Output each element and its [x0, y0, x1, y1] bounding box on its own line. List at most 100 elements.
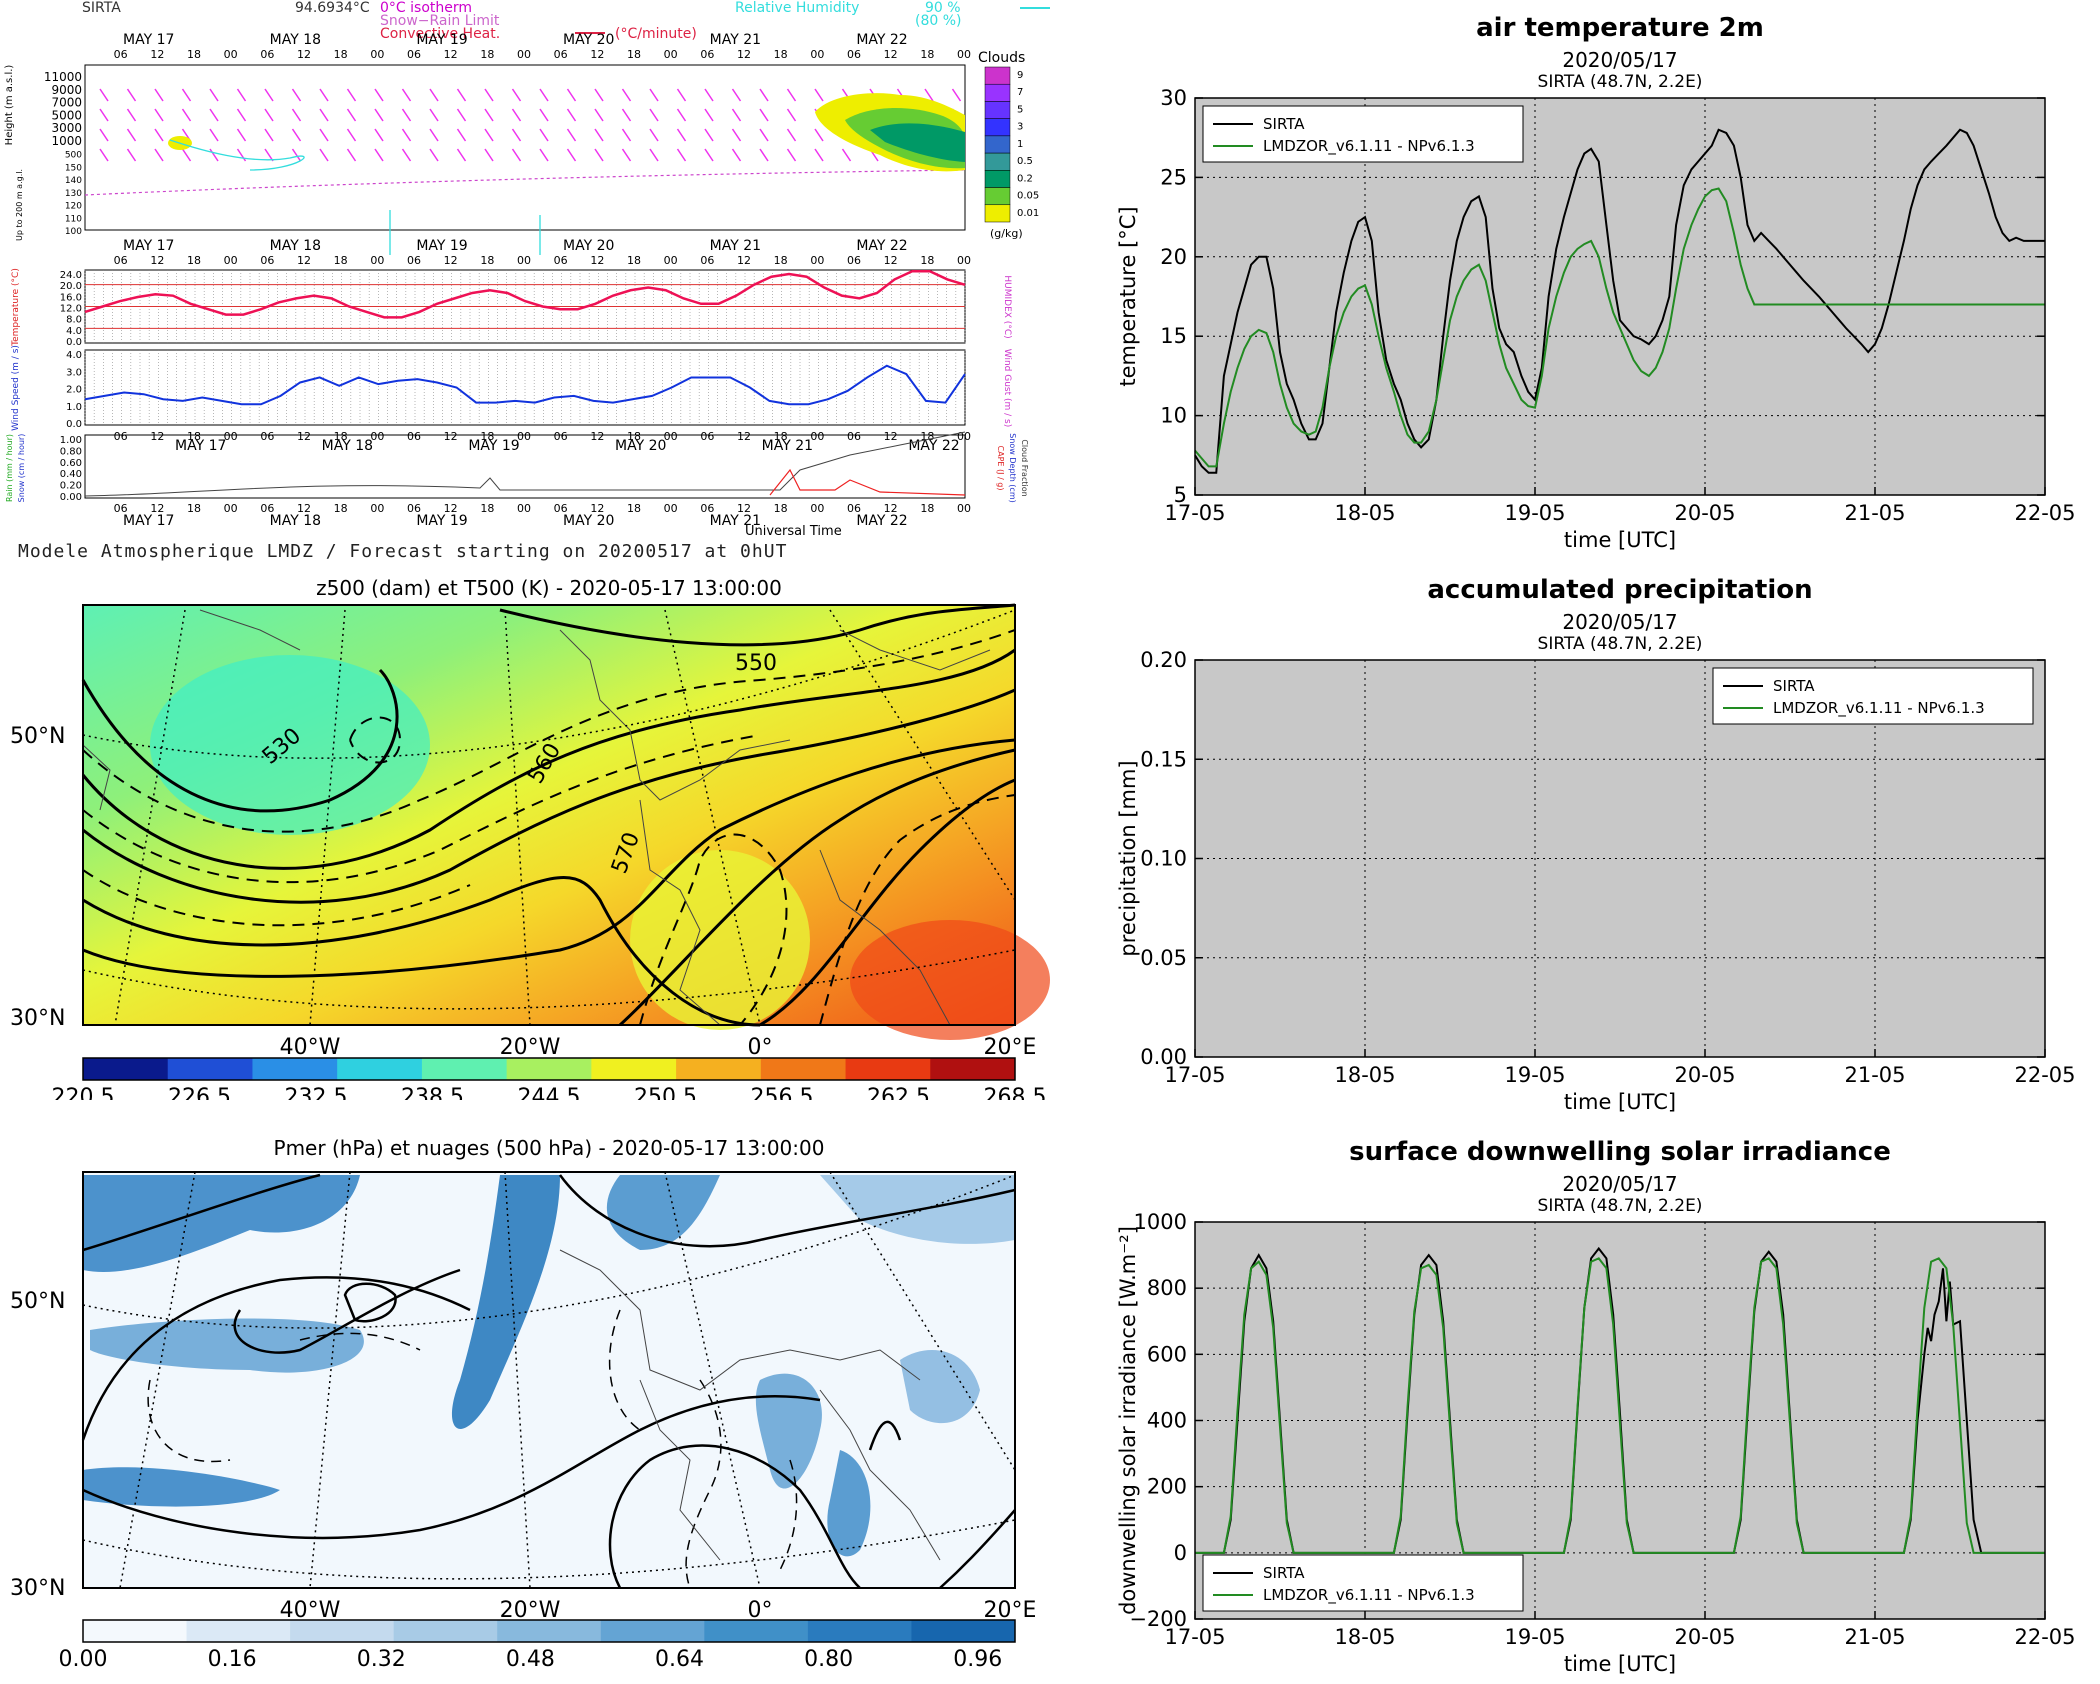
- day-label: MAY 21: [710, 513, 761, 529]
- wind-arrow: [621, 128, 632, 142]
- temperature-contour: [82, 869, 471, 927]
- height-tick-label: 140: [65, 176, 82, 186]
- lon-label: 40°W: [280, 1035, 341, 1060]
- wind-arrow: [181, 148, 192, 162]
- hour-label: 18: [334, 502, 348, 515]
- hour-label: 06: [114, 48, 128, 61]
- wind-arrow: [264, 148, 274, 162]
- hot-region: [850, 920, 1050, 1040]
- colorbar-tick-label: 0.48: [506, 1647, 555, 1672]
- hour-label: 18: [627, 254, 641, 267]
- coastline: [639, 1379, 721, 1561]
- wind-arrow: [401, 128, 412, 142]
- colorbar-cell: [911, 1620, 1016, 1642]
- cloud-fraction-axis-label: Cloud Fraction: [1020, 439, 1029, 496]
- wind-arrow: [99, 128, 109, 142]
- cold-core: [150, 655, 430, 835]
- wind-arrow: [539, 108, 549, 122]
- hour-label: 12: [884, 502, 898, 515]
- y-tick-label: 10: [1160, 404, 1187, 428]
- x-axis-label: time [UTC]: [1564, 528, 1676, 552]
- clouds-colorbar-label: 0.01: [1017, 208, 1039, 219]
- cloud-blob: [827, 1450, 871, 1557]
- wind-arrow: [456, 108, 467, 122]
- colorbar-cell: [186, 1620, 291, 1642]
- hour-label: 18: [480, 430, 494, 443]
- plot-frame: [1194, 97, 2046, 496]
- colorbar-cell: [337, 1058, 423, 1080]
- precip-tick-label: 0.20: [60, 481, 82, 492]
- colorbar-cell: [930, 1058, 1016, 1080]
- x-tick-label: 18-05: [1334, 1625, 1395, 1649]
- temp-tick-label: 8.0: [66, 315, 82, 326]
- y-tick-label: 200: [1147, 1475, 1187, 1499]
- legend-box: [1202, 1554, 1524, 1612]
- series-line-lmdzor: [1194, 187, 2045, 468]
- cloud-blob: [900, 1350, 980, 1424]
- day-label: MAY 20: [615, 438, 666, 454]
- y-tick-label: −200: [1129, 1607, 1187, 1631]
- snow-axis-label: Snow (cm / hour): [17, 434, 26, 503]
- hour-label: 12: [590, 48, 604, 61]
- map-pmer-svg: Pmer (hPa) et nuages (500 hPa) - 2020-05…: [10, 1136, 1036, 1672]
- coastline: [559, 1249, 921, 1391]
- legend-rh: Relative Humidity: [735, 0, 859, 16]
- coastline: [819, 1389, 941, 1561]
- colorbar-tick-label: 0.32: [357, 1647, 406, 1672]
- snow-depth-axis-label: Snow Depth (cm): [1008, 433, 1017, 502]
- hour-label: 06: [847, 430, 861, 443]
- colorbar-cell: [83, 1620, 188, 1642]
- graticule-parallel: [82, 1519, 1016, 1580]
- lon-label: 20°E: [984, 1035, 1037, 1060]
- clouds-colorbar-label: 0.5: [1017, 156, 1033, 167]
- chart-title: accumulated precipitation: [1427, 575, 1812, 605]
- wind-tick-label: 2.0: [66, 385, 82, 396]
- hour-label: 12: [884, 254, 898, 267]
- x-tick-label: 17-05: [1164, 1625, 1225, 1649]
- wind-tick-label: 0.0: [66, 419, 82, 430]
- wind-arrow: [759, 148, 769, 162]
- day-label: MAY 17: [175, 438, 226, 454]
- wind-arrow: [346, 88, 357, 102]
- plot-frame: [1194, 1221, 2046, 1620]
- wind-tick-label: 1.0: [66, 402, 82, 413]
- day-label: MAY 21: [762, 438, 813, 454]
- clouds-colorbar-cell: [984, 170, 1011, 188]
- wind-arrow: [511, 128, 522, 142]
- x-axis-label: time [UTC]: [1564, 1652, 1676, 1676]
- height-panel: [84, 64, 966, 231]
- hour-label: 00: [370, 48, 384, 61]
- hour-label: 00: [517, 430, 531, 443]
- hour-label: 06: [700, 254, 714, 267]
- y-tick-label: 25: [1160, 165, 1187, 189]
- wind-arrow: [346, 128, 357, 142]
- wind-arrow: [484, 128, 494, 142]
- hour-label: 12: [590, 430, 604, 443]
- precip-tick-label: 1.00: [60, 435, 82, 446]
- legend-label: SIRTA: [1263, 1564, 1305, 1582]
- hour-label: 18: [480, 254, 494, 267]
- wind-arrow: [566, 148, 577, 162]
- y-tick-label: 0: [1174, 1541, 1187, 1565]
- graticule-meridian: [664, 1171, 761, 1589]
- wind-arrow: [759, 88, 769, 102]
- y-tick-label: 0.10: [1140, 847, 1187, 871]
- y-axis-label: precipitation [mm]: [1116, 760, 1140, 956]
- wind-arrow: [951, 88, 962, 102]
- legend-box: [1202, 105, 1524, 163]
- wind-arrow: [649, 128, 659, 142]
- hour-label: 00: [370, 254, 384, 267]
- hour-label: 00: [517, 254, 531, 267]
- graticule-meridian: [829, 1171, 1016, 1471]
- legend-label: SIRTA: [1263, 115, 1305, 133]
- colorbar-tick-label: 238.5: [401, 1085, 464, 1100]
- day-label: MAY 22: [856, 32, 907, 48]
- hour-label: 00: [517, 48, 531, 61]
- hour-label: 12: [884, 430, 898, 443]
- colorbar-tick-label: 232.5: [285, 1085, 348, 1100]
- x-axis-label: time [UTC]: [1564, 1090, 1676, 1114]
- clouds-colorbar-label: 0.05: [1017, 191, 1039, 202]
- temperature-contour: [639, 833, 788, 1026]
- hour-label: 18: [774, 48, 788, 61]
- wind-arrow: [539, 88, 549, 102]
